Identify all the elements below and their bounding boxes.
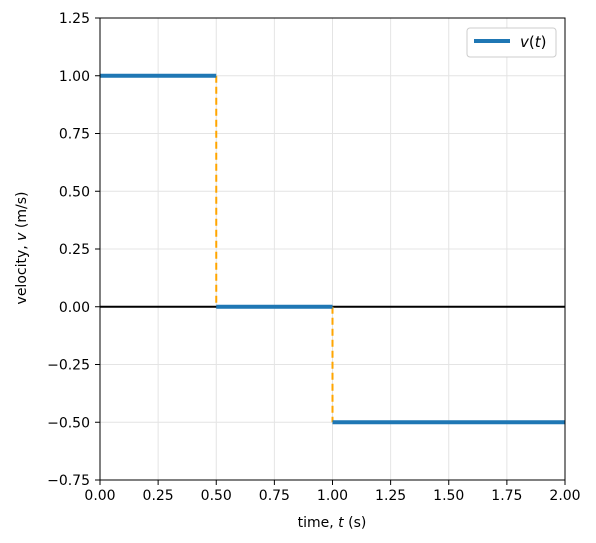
x-tick-label: 0.25 [143, 488, 174, 504]
legend-box [466, 27, 557, 58]
x-tick-label: 1.00 [317, 488, 348, 504]
x-tick-label: 2.00 [549, 488, 580, 504]
x-tick-label: 1.25 [375, 488, 406, 504]
y-tick-label: 0.50 [59, 184, 90, 200]
jump-lines [215, 75, 334, 423]
y-ticks: −0.75 −0.50 −0.25 0.00 0.25 0.50 0.75 1.00 1.25 [47, 11, 100, 489]
y-tick-label: −0.75 [47, 473, 90, 489]
y-tick-label: −0.50 [47, 415, 90, 431]
y-tick-label: 1.25 [59, 11, 90, 27]
x-tick-label: 0.00 [84, 488, 115, 504]
y-axis-label: velocity, v (m/s) [14, 192, 30, 305]
series-lines [100, 73, 565, 425]
y-tick-label: 0.75 [59, 127, 90, 143]
legend: v(t) [466, 27, 557, 58]
y-tick-label: 0.00 [59, 300, 90, 316]
legend-label: v(t) [520, 33, 547, 51]
y-tick-label: −0.25 [47, 358, 90, 374]
x-axis-label: time, t (s) [298, 515, 367, 531]
x-tick-label: 0.50 [201, 488, 232, 504]
y-tick-label: 1.00 [59, 69, 90, 85]
x-tick-label: 1.75 [491, 488, 522, 504]
x-tick-label: 0.75 [259, 488, 290, 504]
x-tick-label: 1.50 [433, 488, 464, 504]
x-ticks: 0.00 0.25 0.50 0.75 1.00 1.25 1.50 1.75 2.00 [84, 480, 581, 504]
y-tick-label: 0.25 [59, 242, 90, 258]
